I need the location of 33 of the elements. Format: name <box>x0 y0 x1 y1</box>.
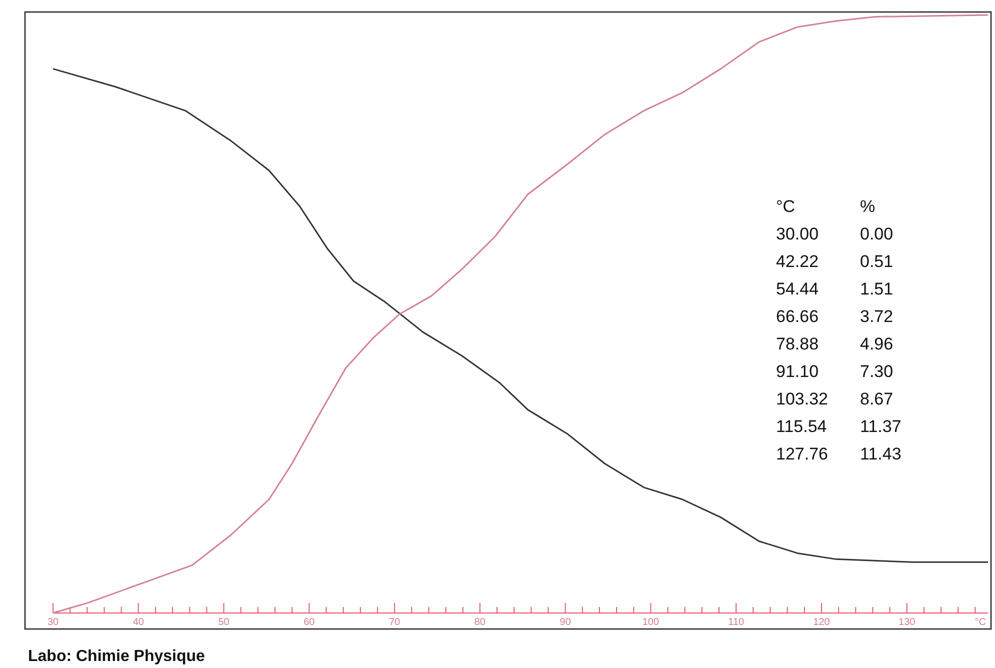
x-tick-label: 40 <box>132 617 144 628</box>
text: Labo: Chimie Physique <box>28 648 206 665</box>
annotation: 66.66 <box>776 307 819 326</box>
annotation: 3.72 <box>860 307 894 326</box>
annotation: 0.51 <box>860 252 894 271</box>
x-tick-label: 120 <box>813 617 830 628</box>
x-tick-label: 100 <box>642 617 660 628</box>
x-tick-label: 60 <box>304 617 316 628</box>
annotation: 115.54 <box>776 417 827 436</box>
annotation: 78.88 <box>776 334 819 354</box>
x-tick-label: 110 <box>728 617 745 628</box>
annotation: 4.96 <box>860 334 894 354</box>
annotation: 11.37 <box>860 417 902 436</box>
annotation: 0.00 <box>860 224 894 244</box>
annotation: 7.30 <box>860 362 894 381</box>
annotation: °C <box>776 197 796 216</box>
annotation: 103.32 <box>776 390 828 408</box>
x-tick-label: 70 <box>388 617 401 628</box>
annotation: 1.51 <box>860 280 894 298</box>
annotation: 42.22 <box>776 252 819 271</box>
annotation: 54.44 <box>776 280 819 298</box>
annotation: % <box>860 197 876 216</box>
annotation: 11.43 <box>860 444 902 464</box>
x-tick-label: 130 <box>898 617 916 628</box>
x-tick-label: 80 <box>474 617 486 628</box>
annotation: 30.00 <box>776 224 819 244</box>
x-tick-label: 50 <box>218 617 230 628</box>
annotation: 127.76 <box>776 444 828 464</box>
annotation: 91.10 <box>776 362 819 381</box>
x-axis-title: °C <box>974 617 986 628</box>
annotation: 8.67 <box>860 390 894 408</box>
x-tick-label: 90 <box>560 617 572 628</box>
x-tick-label: 30 <box>47 617 59 628</box>
